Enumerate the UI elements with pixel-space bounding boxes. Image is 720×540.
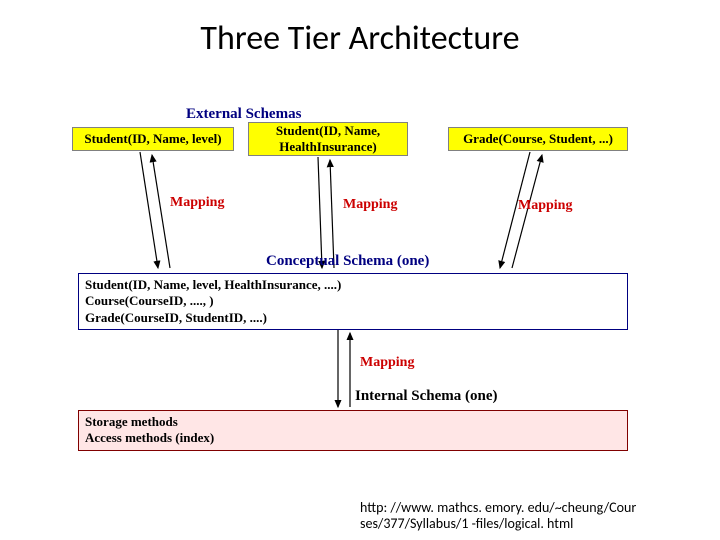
mapping-label-3: Mapping <box>518 198 572 214</box>
conceptual-box: Student(ID, Name, level, HealthInsurance… <box>78 273 628 330</box>
internal-line-1: Storage methods <box>85 414 621 430</box>
conceptual-line-3: Grade(CourseID, StudentID, ....) <box>85 310 621 326</box>
arrows-top <box>0 0 720 540</box>
internal-schema-label: Internal Schema (one) <box>355 388 498 405</box>
mapping-label-1: Mapping <box>170 195 224 211</box>
internal-box: Storage methods Access methods (index) <box>78 410 628 451</box>
mapping-label-2: Mapping <box>343 197 397 213</box>
conceptual-schema-label: Conceptual Schema (one) <box>266 253 429 270</box>
internal-line-2: Access methods (index) <box>85 430 621 446</box>
conceptual-line-2: Course(CourseID, ...., ) <box>85 293 621 309</box>
conceptual-line-1: Student(ID, Name, level, HealthInsurance… <box>85 277 621 293</box>
mapping-label-bottom: Mapping <box>360 355 414 371</box>
footer-url: http: //www. mathcs. emory. edu/~cheung/… <box>360 500 680 532</box>
